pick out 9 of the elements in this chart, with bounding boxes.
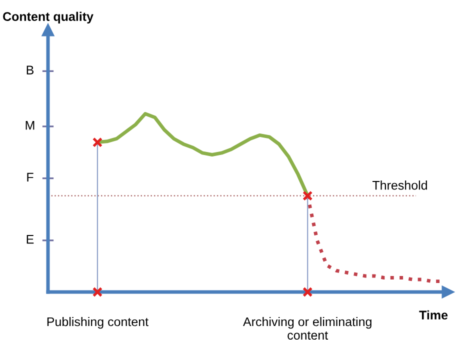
ref-line-label: Threshold bbox=[372, 180, 427, 190]
x-tick-label: Publishing content bbox=[47, 317, 148, 329]
text: Content quality bbox=[3, 12, 94, 24]
x-axis-title: Time bbox=[419, 310, 448, 320]
text: F bbox=[27, 172, 34, 182]
x-tick-label: Archiving or eliminating content bbox=[243, 317, 372, 340]
text: E bbox=[26, 235, 34, 244]
text: M bbox=[26, 121, 34, 130]
text: B bbox=[26, 66, 34, 74]
